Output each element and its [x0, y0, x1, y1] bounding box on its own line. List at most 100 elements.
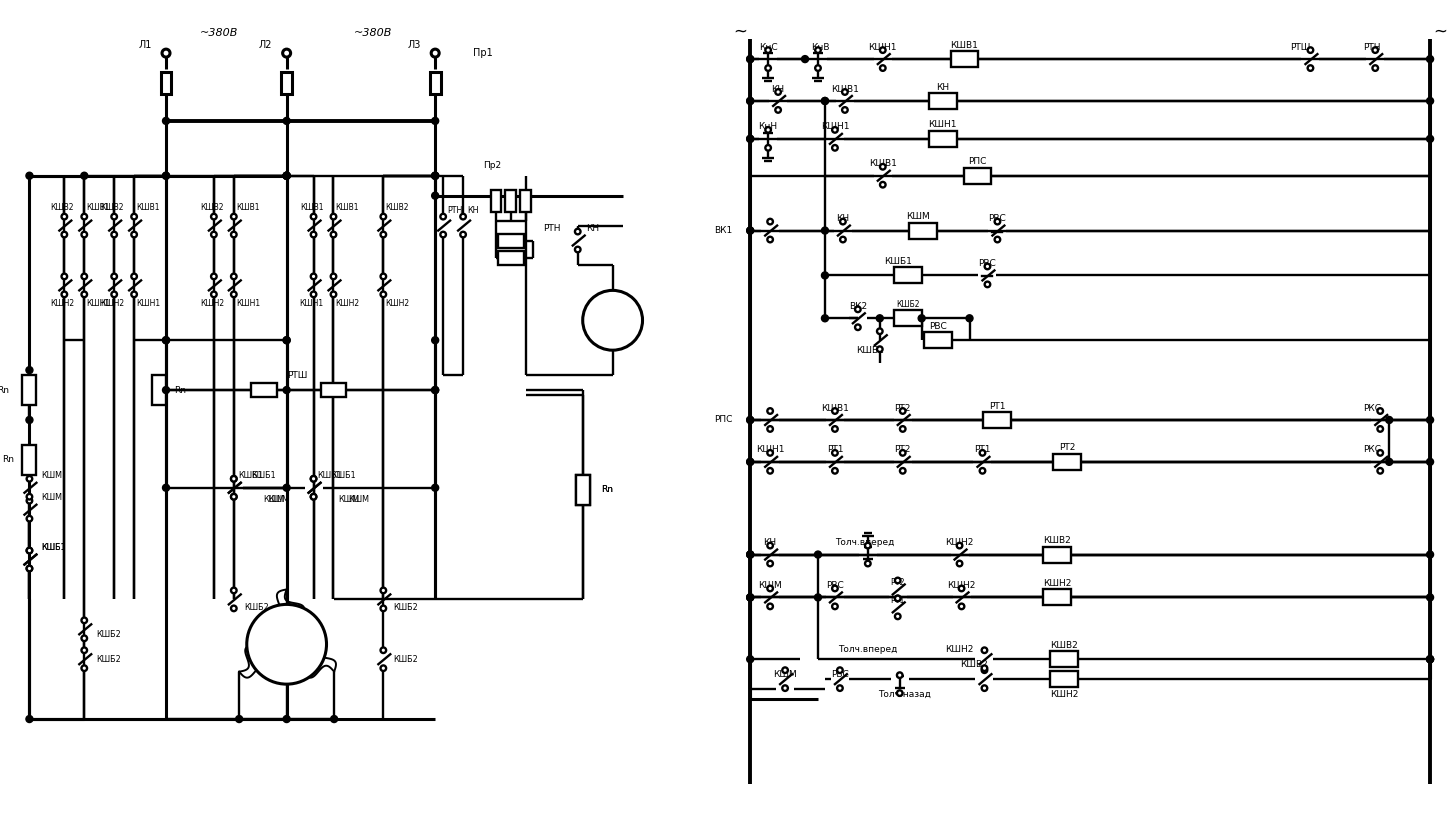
Text: Л2: Л2	[259, 40, 272, 50]
Circle shape	[802, 56, 808, 62]
Circle shape	[815, 551, 821, 558]
Circle shape	[881, 66, 885, 71]
Circle shape	[959, 585, 965, 591]
Circle shape	[81, 635, 87, 641]
Circle shape	[1373, 48, 1377, 53]
Bar	[520, 190, 532, 212]
Text: КШН1: КШН1	[86, 299, 110, 308]
Circle shape	[283, 172, 291, 179]
Text: Толч.назад: Толч.назад	[878, 690, 931, 699]
Circle shape	[311, 273, 317, 279]
Circle shape	[26, 498, 32, 503]
Circle shape	[895, 578, 901, 583]
Circle shape	[767, 468, 773, 474]
Text: КШН1: КШН1	[137, 299, 160, 308]
Text: КШН2: КШН2	[1043, 579, 1071, 588]
Circle shape	[131, 213, 137, 219]
Text: КШВ1: КШВ1	[821, 403, 849, 412]
Bar	[1051, 672, 1078, 687]
Circle shape	[381, 213, 386, 219]
Circle shape	[1427, 135, 1434, 142]
Circle shape	[311, 213, 317, 219]
Circle shape	[821, 227, 828, 234]
Circle shape	[231, 476, 237, 482]
Circle shape	[897, 672, 902, 678]
Circle shape	[432, 117, 439, 125]
Text: КШМ: КШМ	[905, 212, 930, 221]
Circle shape	[81, 232, 87, 237]
Bar	[928, 131, 956, 147]
Text: КШМ: КШМ	[349, 495, 369, 504]
Text: КШБ2: КШБ2	[96, 654, 121, 663]
Text: КШВ1: КШВ1	[336, 203, 359, 212]
Circle shape	[747, 594, 754, 601]
Text: КШВ2: КШВ2	[201, 203, 224, 212]
Text: РТ1: РТ1	[891, 596, 905, 605]
Circle shape	[81, 665, 87, 671]
Circle shape	[776, 108, 780, 112]
Bar	[575, 475, 590, 505]
Text: Rn: Rn	[600, 485, 613, 494]
Circle shape	[26, 548, 32, 553]
Circle shape	[432, 172, 439, 179]
Circle shape	[747, 551, 754, 558]
Circle shape	[131, 273, 137, 279]
Circle shape	[331, 213, 336, 219]
Circle shape	[247, 604, 327, 684]
Text: Л1: Л1	[138, 40, 153, 50]
Bar	[908, 222, 937, 239]
Text: РВС: РВС	[831, 670, 849, 679]
Circle shape	[283, 49, 291, 57]
Circle shape	[163, 484, 170, 491]
Text: КШВ2: КШВ2	[1051, 640, 1078, 649]
Text: КШВ2: КШВ2	[100, 203, 124, 212]
Bar	[1053, 454, 1081, 470]
Circle shape	[878, 346, 882, 352]
Bar	[491, 190, 501, 212]
Text: КШМ: КШМ	[773, 670, 796, 679]
Circle shape	[235, 716, 243, 722]
Text: КШМ: КШМ	[758, 581, 782, 590]
Circle shape	[979, 468, 985, 474]
Text: ВК2: ВК2	[849, 302, 867, 311]
Text: ~: ~	[1433, 22, 1447, 40]
Circle shape	[747, 656, 754, 663]
Circle shape	[747, 594, 754, 601]
Circle shape	[432, 192, 439, 200]
Circle shape	[211, 232, 216, 237]
Text: РТ2: РТ2	[891, 578, 905, 587]
Text: КШМ: КШМ	[41, 471, 62, 480]
Circle shape	[959, 603, 965, 609]
Circle shape	[283, 172, 291, 179]
Circle shape	[26, 494, 32, 499]
Circle shape	[821, 272, 828, 279]
Text: PTН: PTН	[1363, 43, 1380, 52]
Circle shape	[966, 314, 974, 322]
Circle shape	[61, 291, 67, 297]
Text: КШВ1: КШВ1	[235, 203, 259, 212]
Circle shape	[1377, 468, 1383, 474]
Circle shape	[918, 314, 926, 322]
Circle shape	[283, 716, 291, 722]
Circle shape	[843, 108, 847, 112]
Circle shape	[163, 172, 170, 179]
Circle shape	[283, 337, 291, 344]
Circle shape	[26, 566, 32, 571]
Text: КН: КН	[466, 206, 478, 215]
Circle shape	[81, 648, 87, 653]
Circle shape	[899, 450, 905, 456]
Text: КШМ: КШМ	[41, 493, 62, 502]
Circle shape	[331, 232, 336, 237]
Circle shape	[1377, 426, 1383, 432]
Text: Rn: Rn	[0, 386, 10, 395]
Circle shape	[766, 48, 772, 53]
Circle shape	[231, 213, 237, 219]
Circle shape	[331, 291, 336, 297]
Bar	[498, 251, 525, 265]
Circle shape	[1373, 66, 1377, 71]
Text: Толч.вперед: Толч.вперед	[835, 538, 895, 547]
Circle shape	[833, 127, 838, 133]
Bar	[984, 412, 1011, 428]
Circle shape	[283, 387, 291, 393]
Circle shape	[283, 117, 291, 125]
